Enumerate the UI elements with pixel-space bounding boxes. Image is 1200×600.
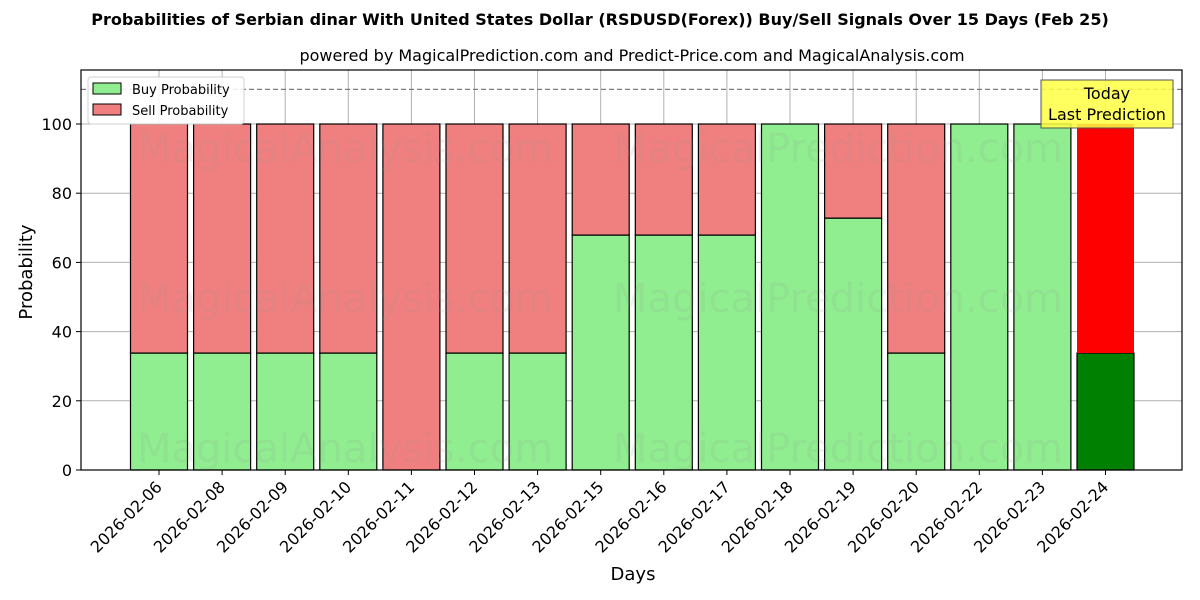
watermark: MagicalPrediction.com <box>613 426 1063 472</box>
legend-sell-swatch <box>92 103 122 116</box>
bar-buy <box>634 234 693 471</box>
bar-sell <box>571 123 630 236</box>
x-axis-label: Days <box>611 564 656 585</box>
bar-buy <box>129 352 189 471</box>
today-annotation <box>1040 79 1174 129</box>
bar-buy <box>571 234 630 471</box>
today-label: Today <box>1083 84 1130 103</box>
watermark: MagicalPrediction.com <box>613 276 1063 322</box>
bar-sell <box>319 123 378 354</box>
y-tick-label: 60 <box>52 253 72 272</box>
chart-title: Probabilities of Serbian dinar With Unit… <box>91 10 1109 29</box>
bar-sell <box>634 123 693 236</box>
watermark: MagicalAnalysis.com <box>137 126 553 172</box>
bar-buy <box>887 352 946 471</box>
legend-buy-label: Buy Probability <box>132 83 230 98</box>
y-tick-label: 0 <box>62 461 72 480</box>
bar-sell <box>697 123 757 236</box>
watermark: MagicalAnalysis.com <box>137 426 553 472</box>
y-axis-label: Probability <box>16 224 37 319</box>
bar-sell <box>887 123 946 354</box>
bar-sell <box>508 123 567 354</box>
y-tick-label: 100 <box>41 115 72 134</box>
watermark: MagicalAnalysis.com <box>137 276 553 322</box>
bar-sell <box>1077 124 1134 354</box>
bar-sell <box>823 123 883 219</box>
y-tick-label: 40 <box>52 323 72 342</box>
bar-buy <box>319 352 378 471</box>
last-prediction-label: Last Prediction <box>1048 105 1166 124</box>
y-tick-label: 80 <box>52 184 72 203</box>
legend <box>87 76 245 125</box>
y-tick-label: 20 <box>52 392 72 411</box>
watermark: MagicalPrediction.com <box>613 126 1063 172</box>
bar-buy <box>950 123 1009 471</box>
legend-sell-label: Sell Probability <box>132 104 229 119</box>
bar-buy <box>823 217 883 471</box>
legend-buy-swatch <box>92 82 122 95</box>
bar-sell <box>256 123 315 354</box>
bar-buy <box>1076 352 1135 471</box>
bar-sell <box>445 123 504 354</box>
bar-sell <box>193 123 252 354</box>
chart-subtitle: powered by MagicalPrediction.com and Pre… <box>299 46 965 65</box>
plot-frame <box>80 69 1183 471</box>
